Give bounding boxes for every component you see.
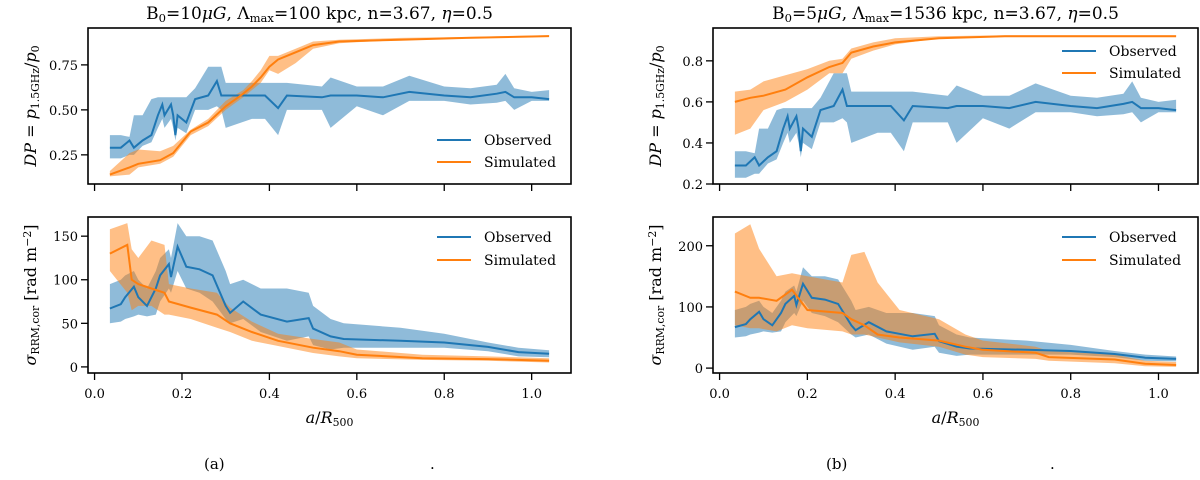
x-axis-label: a/R500: [306, 408, 354, 429]
caption-a-dot: .: [430, 455, 435, 473]
legend-label-observed: Observed: [484, 230, 552, 246]
legend: Observed Simulated: [437, 133, 556, 171]
chart-title: B0=5μG, Λmax=1536 kpc, n=3.67, η=0.5: [772, 4, 1119, 25]
legend-label-simulated: Simulated: [1109, 66, 1181, 82]
panel-a-bottom: 0.0 0.2 0.4 0.6 0.8 1.0 0 50 100 150 a/R500 σRRM,co…: [21, 216, 572, 429]
line-observed: [109, 243, 550, 355]
y-tick-label: 50: [61, 317, 78, 332]
x-tick-label: 0.0: [84, 387, 105, 402]
y-axis-label: DP = p1.5GHz/p0: [21, 45, 42, 167]
line-simulated: [734, 35, 1177, 103]
line-observed: [109, 78, 550, 150]
y-axis-label: σRRM,cor [rad m−2]: [21, 224, 42, 365]
band-simulated: [109, 35, 550, 177]
legend-label-simulated: Simulated: [484, 155, 556, 171]
line-simulated: [734, 288, 1177, 366]
axes-frame: [712, 27, 1199, 185]
y-tick-label: 150: [53, 230, 78, 245]
y-tick-label: 200: [678, 240, 703, 255]
x-tick-label: 0.6: [346, 387, 367, 402]
panel-b-bottom: 0.0 0.2 0.4 0.6 0.8 1.0 0 100 200 a/R500 σRRM,cor …: [646, 216, 1199, 429]
caption-b-dot: .: [1050, 455, 1055, 473]
y-tick-label: 0.2: [682, 178, 703, 193]
x-tick-label: 0.0: [709, 387, 730, 402]
x-axis-label: a/R500: [932, 408, 980, 429]
x-tick-label: 0.2: [797, 387, 818, 402]
y-tick-label: 0.8: [682, 55, 703, 70]
legend-label-simulated: Simulated: [1109, 253, 1181, 269]
line-simulated: [109, 243, 550, 362]
x-tick-label: 1.0: [521, 387, 542, 402]
legend-label-simulated: Simulated: [484, 253, 556, 269]
y-tick-label: 0.4: [682, 137, 703, 152]
axes-frame: [87, 216, 572, 374]
chart-title: B0=10μG, Λmax=100 kpc, n=3.67, η=0.5: [146, 4, 493, 25]
axes-frame: [87, 27, 572, 185]
panel-b-top: 0.2 0.4 0.6 0.8 B0=5μG, Λmax=1536 kpc, n=3.6…: [646, 4, 1199, 193]
y-tick-label: 0: [70, 361, 78, 376]
y-tick-label: 0.25: [49, 149, 78, 164]
y-tick-label: 0: [695, 362, 703, 377]
x-tick-label: 1.0: [1148, 387, 1169, 402]
x-tick-label: 0.4: [885, 387, 906, 402]
x-tick-label: 0.8: [434, 387, 455, 402]
legend-label-observed: Observed: [1109, 44, 1177, 60]
caption-b-label: (b): [826, 455, 848, 473]
legend: Observed Simulated: [1062, 230, 1181, 269]
x-tick-label: 0.2: [172, 387, 193, 402]
x-tick-label: 0.4: [259, 387, 280, 402]
x-tick-label: 0.8: [1060, 387, 1081, 402]
band-simulated: [734, 224, 1177, 367]
legend-label-observed: Observed: [484, 133, 552, 149]
legend-label-observed: Observed: [1109, 230, 1177, 246]
y-tick-label: 0.6: [682, 96, 703, 111]
caption-a-label: (a): [204, 455, 225, 473]
axes-frame: [712, 216, 1199, 374]
line-simulated: [109, 35, 550, 176]
y-tick-label: 0.50: [49, 104, 78, 119]
y-axis-label: σRRM,cor [rad m−2]: [646, 224, 667, 365]
legend: Observed Simulated: [437, 230, 556, 269]
y-tick-label: 100: [53, 274, 78, 289]
plot-area: [734, 224, 1177, 367]
y-tick-label: 100: [678, 301, 703, 316]
plot-area: [734, 35, 1177, 178]
legend: Observed Simulated: [1062, 44, 1181, 82]
x-tick-label: 0.6: [973, 387, 994, 402]
plot-area: [109, 223, 550, 363]
plot-area: [109, 35, 550, 177]
line-observed: [734, 86, 1177, 168]
y-axis-label: DP = p1.5GHz/p0: [646, 45, 667, 167]
panel-a-top: 0.25 0.50 0.75 B0=10μG, Λmax=100 kpc, n=3.6…: [21, 4, 572, 191]
y-tick-label: 0.75: [49, 59, 78, 74]
band-simulated: [109, 223, 550, 363]
